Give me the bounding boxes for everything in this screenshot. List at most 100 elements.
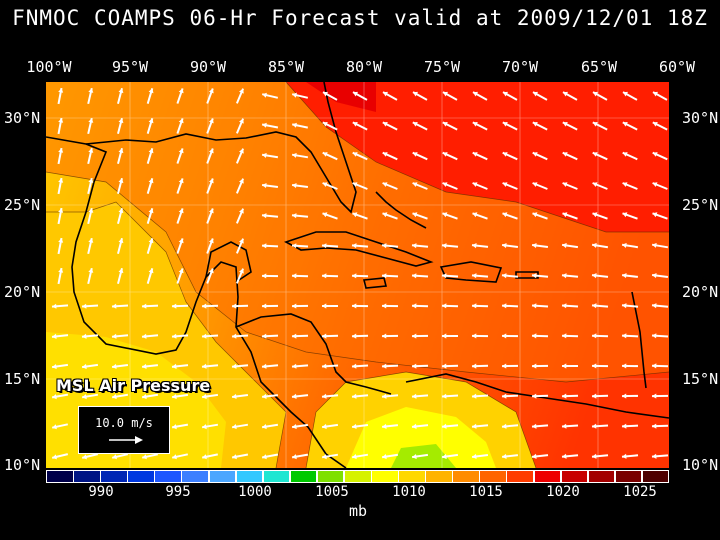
wind-arrow-head xyxy=(142,303,147,309)
pressure-contour-1008 xyxy=(346,407,496,468)
wind-arrow-head xyxy=(652,363,657,369)
wind-arrow-head xyxy=(172,394,177,400)
wind-arrow-head xyxy=(118,268,124,274)
wind-arrow-head xyxy=(202,454,207,460)
wind-arrow-head xyxy=(352,212,358,218)
wind-arrow-head xyxy=(443,91,448,97)
wind-arrow-head xyxy=(562,423,567,429)
reference-arrow-icon xyxy=(109,436,143,444)
wind-arrow-head xyxy=(118,178,124,184)
wind-arrow-head xyxy=(532,243,537,249)
wind-arrow-head xyxy=(322,243,327,249)
wind-arrow-head xyxy=(142,333,147,339)
wind-arrow-head xyxy=(322,333,327,339)
wind-arrow-head xyxy=(652,212,658,218)
wind-arrow-head xyxy=(652,182,658,187)
wind-arrow-head xyxy=(502,393,507,399)
lon-label-100w: 100°W xyxy=(26,58,72,76)
wind-arrow-head xyxy=(232,333,237,339)
wind-arrow-head xyxy=(58,88,64,93)
colorbar-segment xyxy=(533,470,562,483)
isobar-lines xyxy=(46,82,669,468)
wind-arrow-head xyxy=(382,243,387,249)
lat-label-20n-left: 20°N xyxy=(4,283,41,301)
wind-arrow-head xyxy=(562,333,567,339)
wind-arrow-head xyxy=(202,393,207,400)
wind-arrow-head xyxy=(292,363,297,369)
wind-arrow-head xyxy=(52,394,57,400)
wind-arrow-head xyxy=(652,273,657,279)
wind-arrow-head xyxy=(82,363,87,370)
wind-arrow-head xyxy=(562,182,568,187)
wind-arrow-head xyxy=(232,424,237,430)
wind-arrow-head xyxy=(322,423,327,430)
wind-arrow-head xyxy=(322,152,328,157)
wind-arrow-head xyxy=(239,88,244,94)
wind-arrow-head xyxy=(622,453,627,459)
reference-vector-label: 10.0 m/s xyxy=(95,416,153,430)
wind-arrow-head xyxy=(472,273,477,279)
wind-arrow-head xyxy=(142,454,147,460)
wind-arrow-head xyxy=(502,243,507,249)
wind-arrow-head xyxy=(352,303,357,309)
lat-label-30n-left: 30°N xyxy=(4,109,41,127)
wind-arrow-head xyxy=(472,363,477,369)
wind-arrow-head xyxy=(112,454,117,460)
wind-arrow-head xyxy=(383,91,388,97)
colorbar-segment xyxy=(289,470,318,483)
wind-arrow-head xyxy=(202,363,207,369)
wind-arrow-head xyxy=(442,152,448,157)
wind-arrow-head xyxy=(442,122,448,127)
colorbar-tick-990: 990 xyxy=(88,484,114,500)
wind-arrow-head xyxy=(142,394,147,400)
wind-arrow-head xyxy=(382,303,387,309)
wind-arrow-head xyxy=(472,122,478,127)
wind-arrow-head xyxy=(292,213,297,219)
lon-label-70w: 70°W xyxy=(501,58,539,76)
colorbar-segment xyxy=(100,470,128,483)
wind-arrow-head xyxy=(472,212,478,218)
wind-arrow-head xyxy=(322,122,328,127)
wind-arrow-head xyxy=(292,273,297,279)
wind-arrow-head xyxy=(88,178,94,183)
wind-arrow-head xyxy=(52,303,57,309)
wind-arrow-head xyxy=(292,122,297,128)
wind-arrow-head xyxy=(442,363,447,369)
wind-arrow-head xyxy=(593,91,598,97)
wind-arrow-head xyxy=(412,212,418,218)
wind-arrow-head xyxy=(502,273,507,279)
wind-arrow-head xyxy=(622,242,627,248)
wind-arrow-head xyxy=(239,118,244,124)
wind-arrow-head xyxy=(442,212,448,218)
wind-arrow-head xyxy=(442,182,448,187)
wind-arrow-head xyxy=(202,303,207,309)
wind-arrow-head xyxy=(532,182,538,187)
wind-arrow-head xyxy=(652,242,657,248)
wind-arrow-head xyxy=(352,182,358,187)
wind-arrow-head xyxy=(502,363,507,369)
lon-label-85w: 85°W xyxy=(267,58,305,76)
wind-arrow-head xyxy=(592,242,597,248)
wind-arrow-head xyxy=(352,152,358,157)
wind-arrow-head xyxy=(592,122,598,127)
wind-arrow-head xyxy=(653,91,658,97)
wind-arrow-head xyxy=(58,268,64,273)
wind-arrow-head xyxy=(442,453,447,460)
wind-arrow-head xyxy=(208,238,214,244)
wind-arrow-head xyxy=(473,91,478,97)
wind-arrow-head xyxy=(239,178,244,184)
colorbar-segment xyxy=(46,470,74,483)
wind-arrow-head xyxy=(262,213,267,219)
wind-arrow-head xyxy=(322,212,328,218)
wind-arrow-head xyxy=(382,333,387,339)
wind-arrow-head xyxy=(412,152,418,157)
wind-arrow-head xyxy=(502,333,507,339)
wind-arrow-head xyxy=(58,178,64,183)
colorbar-segment xyxy=(506,470,535,483)
colorbar-segment xyxy=(343,470,372,483)
colorbar-tick-1005: 1005 xyxy=(315,484,349,500)
colorbar-tick-995: 995 xyxy=(165,484,191,500)
pressure-wind-map xyxy=(46,82,669,468)
wind-arrow-head xyxy=(262,273,267,279)
wind-arrow-head xyxy=(292,183,297,189)
